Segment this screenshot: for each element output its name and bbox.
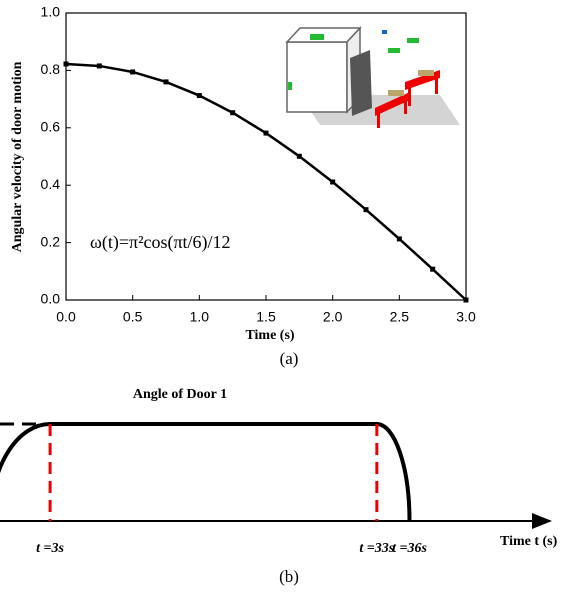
x-tick-label: t =36s <box>392 541 427 556</box>
y-tick-label: 0.8 <box>41 61 61 77</box>
inset-illustration <box>285 26 460 128</box>
y-tick-label: 0.0 <box>41 291 61 307</box>
x-axis-label: Time t (s) <box>500 534 558 549</box>
equation: ω(t)=π²cos(πt/6)/12 <box>90 232 231 253</box>
data-point <box>230 110 236 116</box>
x-tick-label: 0.0 <box>56 309 76 325</box>
data-point <box>430 266 436 272</box>
y-axis-label: Angular velocity of door motion <box>10 61 25 252</box>
x-tick-label: 1.5 <box>256 309 276 325</box>
x-tick-label: 2.0 <box>323 309 343 325</box>
x-tick-label: 3.0 <box>456 309 476 325</box>
angle-curve <box>0 422 412 522</box>
data-point <box>296 153 302 159</box>
data-point <box>330 179 336 185</box>
x-tick-label: t =3s <box>36 541 64 556</box>
y-tick-label: 0.6 <box>41 119 61 135</box>
x-tick-label: 1.0 <box>190 309 210 325</box>
x-axis-label: Time (s) <box>245 328 294 343</box>
x-tick-label: 0.5 <box>123 309 143 325</box>
x-tick-label: t =33s <box>359 541 394 556</box>
plot-frame <box>65 12 467 301</box>
x-tick-label: 2.5 <box>390 309 410 325</box>
data-point <box>463 297 469 303</box>
panel-label: (a) <box>280 349 299 368</box>
data-point <box>163 79 169 85</box>
y-tick-label: 0.4 <box>41 176 61 192</box>
data-point <box>130 69 136 75</box>
data-point <box>96 63 102 69</box>
data-point <box>396 236 402 242</box>
y-tick-label: 1.0 <box>41 4 61 20</box>
data-point <box>63 61 69 67</box>
data-point <box>196 93 202 99</box>
chart-title: Angle of Door 1 <box>133 387 227 402</box>
panel-label: (b) <box>279 567 299 586</box>
data-point <box>263 130 269 136</box>
y-tick-label: 0.2 <box>41 233 61 249</box>
data-point <box>363 207 369 213</box>
